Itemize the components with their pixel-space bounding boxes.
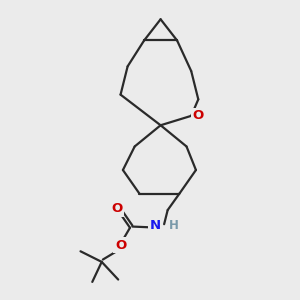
Text: H: H [169,219,179,232]
Text: O: O [193,109,204,122]
Text: O: O [111,202,123,215]
Text: N: N [149,219,161,232]
Text: O: O [115,239,126,252]
